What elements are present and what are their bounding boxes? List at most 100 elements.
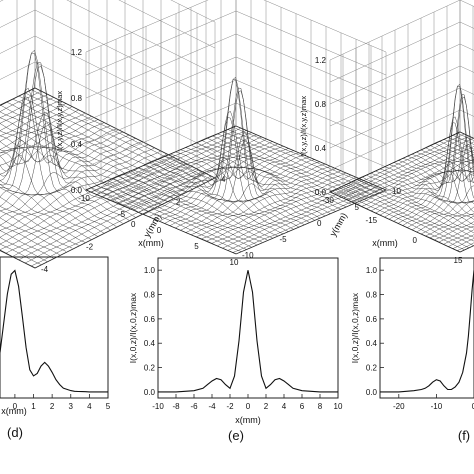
wall-grid (329, 0, 474, 61)
x-axis-label: x(mm) (235, 415, 261, 425)
surface-mesh (127, 171, 278, 236)
surface-mesh (133, 169, 283, 234)
surface-mesh (0, 49, 123, 190)
surface-mesh (434, 142, 474, 162)
surface-mesh (0, 122, 104, 175)
surface-mesh (0, 52, 123, 224)
plot-frame-e (157, 257, 339, 399)
y-tick-label: 0.2 (366, 364, 378, 373)
plot-frame-d (0, 256, 109, 399)
surface-mesh (0, 87, 35, 106)
surface-mesh (127, 143, 278, 208)
surface-mesh (411, 153, 474, 184)
z-tick-label: 0.4 (315, 144, 327, 153)
surface-mesh (159, 79, 310, 223)
line-panel-e: -10 -8 -6 -4 -2 0 2 4 6 8 10 0.0 0.2 0.4 0.6 0.8 1.0 x(mm… (128, 257, 343, 443)
x-tick-label: 10 (230, 258, 239, 267)
surface-mesh (357, 150, 474, 205)
wall-grid (85, 33, 387, 99)
x-tick-label: 8 (318, 402, 323, 411)
surface-mesh (0, 109, 79, 150)
surface-mesh (227, 186, 378, 251)
surface-mesh (101, 182, 252, 248)
x-tick-label: -15 (366, 216, 378, 225)
surface-mesh (0, 123, 161, 205)
surface-mesh (384, 166, 474, 205)
x-tick-label: 2 (264, 402, 269, 411)
surface-mesh (138, 148, 289, 213)
x-tick-label: 4 (282, 402, 287, 411)
y-tick-label: 0.8 (366, 291, 378, 300)
x-tick-label: -10 (152, 402, 164, 411)
surface-mesh (0, 249, 35, 268)
surface-mesh (0, 130, 155, 209)
z-tick-label: 0.0 (315, 188, 327, 197)
surface-mesh (434, 221, 474, 241)
surface-mesh (361, 176, 474, 229)
surface-mesh (217, 133, 367, 198)
z-tick-label: 0.0 (71, 186, 83, 195)
x-tick-label: -8 (172, 402, 180, 411)
surface-mesh (0, 104, 180, 195)
surface-mesh (143, 165, 294, 230)
y-tick-label: 0.4 (144, 339, 156, 348)
surface-mesh (425, 147, 474, 171)
wall-grid (85, 79, 387, 145)
x-tick-label: 0 (13, 402, 18, 411)
surface-mesh (357, 178, 474, 234)
surface-mesh (0, 153, 167, 238)
surface-mesh (0, 237, 48, 262)
surface-mesh (0, 97, 54, 124)
z-axis-label: I(x,y,z)/I(x,y,z)max (299, 96, 308, 156)
surface-mesh (443, 229, 474, 245)
series-line-e (158, 270, 338, 393)
surface-mesh (232, 188, 383, 253)
surface-mesh (393, 85, 474, 199)
plot-frame-f (379, 257, 474, 399)
surface-mesh (0, 141, 142, 212)
y-tick-label: 0 (317, 219, 322, 228)
surface-mesh (12, 98, 193, 189)
x-tick-label: -6 (190, 402, 198, 411)
y-tick-label: 1.0 (144, 266, 156, 275)
surface-mesh (379, 170, 474, 216)
x-tick-label: -4 (208, 402, 216, 411)
surface-panels: 2420-2-4y(mm)1.20.80.40.0I(x,y,z)/I(x,y,… (0, 0, 474, 274)
surface-mesh (0, 141, 142, 215)
surface-mesh (448, 234, 474, 247)
surface-mesh (425, 213, 474, 237)
surface-mesh (0, 87, 117, 186)
surface-mesh (420, 206, 474, 235)
y-tick-label: 0 (131, 220, 136, 229)
surface-mesh (185, 147, 336, 212)
wall-grid (0, 61, 216, 153)
surface-mesh (352, 146, 474, 203)
surface-mesh (190, 170, 341, 235)
surface-mesh (339, 136, 469, 197)
surface-base (84, 125, 388, 255)
surface-mesh (407, 155, 474, 182)
surface-mesh (211, 179, 362, 244)
surface-mesh (25, 173, 205, 264)
surface-mesh (366, 174, 474, 226)
y-tick-label: 0.4 (366, 339, 378, 348)
wall-grid (329, 109, 474, 171)
surface-mesh (439, 140, 474, 158)
surface-mesh (0, 210, 73, 249)
surface-mesh (407, 185, 474, 228)
surface-mesh (0, 65, 130, 198)
surface-mesh (175, 151, 326, 216)
z-axis-label: I(x,y,z)/I(x,y,z)max (55, 91, 64, 151)
surface-mesh (439, 225, 474, 243)
y-tick-label: -4 (41, 265, 49, 274)
surface-mesh (148, 162, 299, 227)
surface-mesh (416, 200, 474, 233)
surface-base (329, 131, 474, 253)
x-axis-label: x(mm) (372, 238, 398, 248)
z-tick-label: 1.2 (71, 48, 83, 57)
series-line-f (380, 270, 474, 393)
line-panel-d: 0 1 2 3 4 5 x(mm) (d) (0, 256, 111, 440)
surface-mesh (101, 132, 252, 197)
surface-mesh (31, 89, 211, 180)
